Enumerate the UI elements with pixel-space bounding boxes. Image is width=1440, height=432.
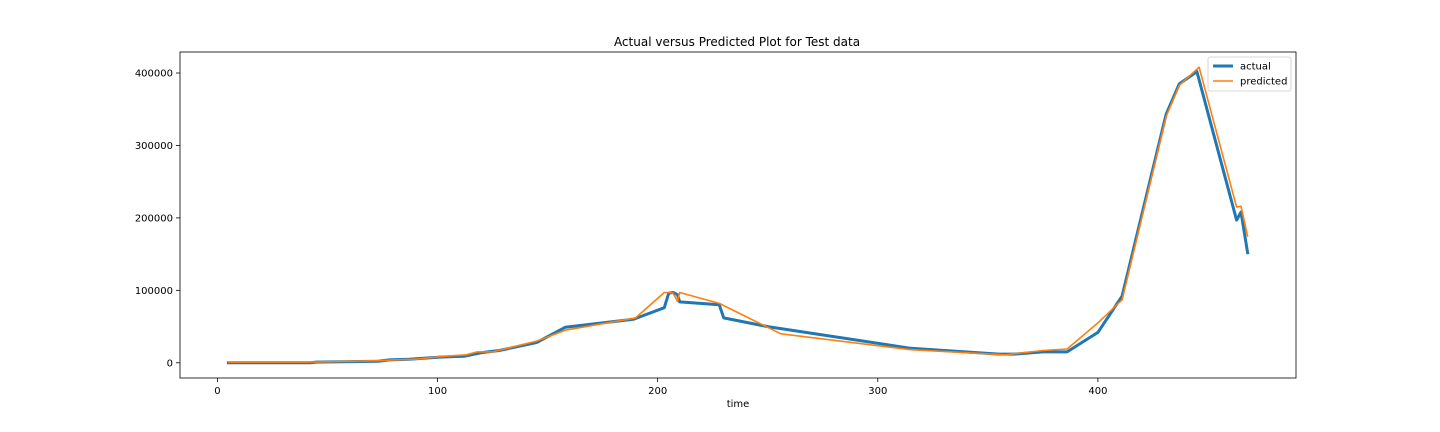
x-tick-label: 0 (214, 386, 220, 397)
y-tick-label: 100000 (135, 286, 173, 297)
x-axis-ticks: 0 100 200 300 400 (214, 378, 1107, 397)
y-tick-label: 300000 (135, 141, 173, 152)
y-tick-label: 200000 (135, 213, 173, 224)
y-axis-ticks: 0 100000 200000 300000 400000 (135, 69, 180, 369)
x-axis-label: time (727, 399, 750, 410)
series-line-actual (226, 70, 1250, 365)
plot-lines (226, 66, 1250, 365)
plot-area-frame (179, 51, 1297, 379)
y-tick-label: 400000 (135, 69, 173, 80)
x-tick-label: 400 (1088, 386, 1107, 397)
y-tick-label: 0 (167, 358, 173, 369)
chart-title: Actual versus Predicted Plot for Test da… (614, 35, 860, 49)
series-line-predicted (227, 66, 1249, 363)
legend: actual predicted (1207, 56, 1292, 92)
legend-label-actual: actual (1240, 62, 1271, 73)
x-tick-label: 100 (428, 386, 447, 397)
x-tick-label: 200 (648, 386, 667, 397)
x-tick-label: 300 (868, 386, 887, 397)
legend-label-predicted: predicted (1240, 77, 1287, 88)
